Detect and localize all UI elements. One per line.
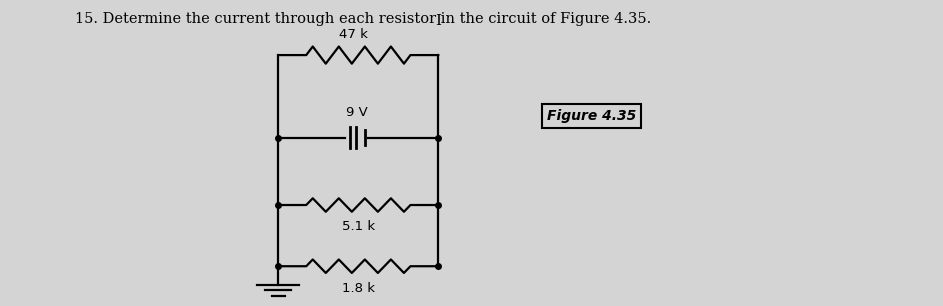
Text: 9 V: 9 V: [345, 106, 368, 119]
Text: 5.1 k: 5.1 k: [341, 220, 375, 233]
Text: 15. Determine the current through each resistor in the circuit of Figure 4.35.: 15. Determine the current through each r…: [75, 12, 652, 26]
Text: Figure 4.35: Figure 4.35: [547, 109, 637, 123]
Text: I: I: [436, 14, 441, 28]
Text: 1.8 k: 1.8 k: [342, 282, 374, 294]
Text: 47 k: 47 k: [339, 28, 368, 41]
